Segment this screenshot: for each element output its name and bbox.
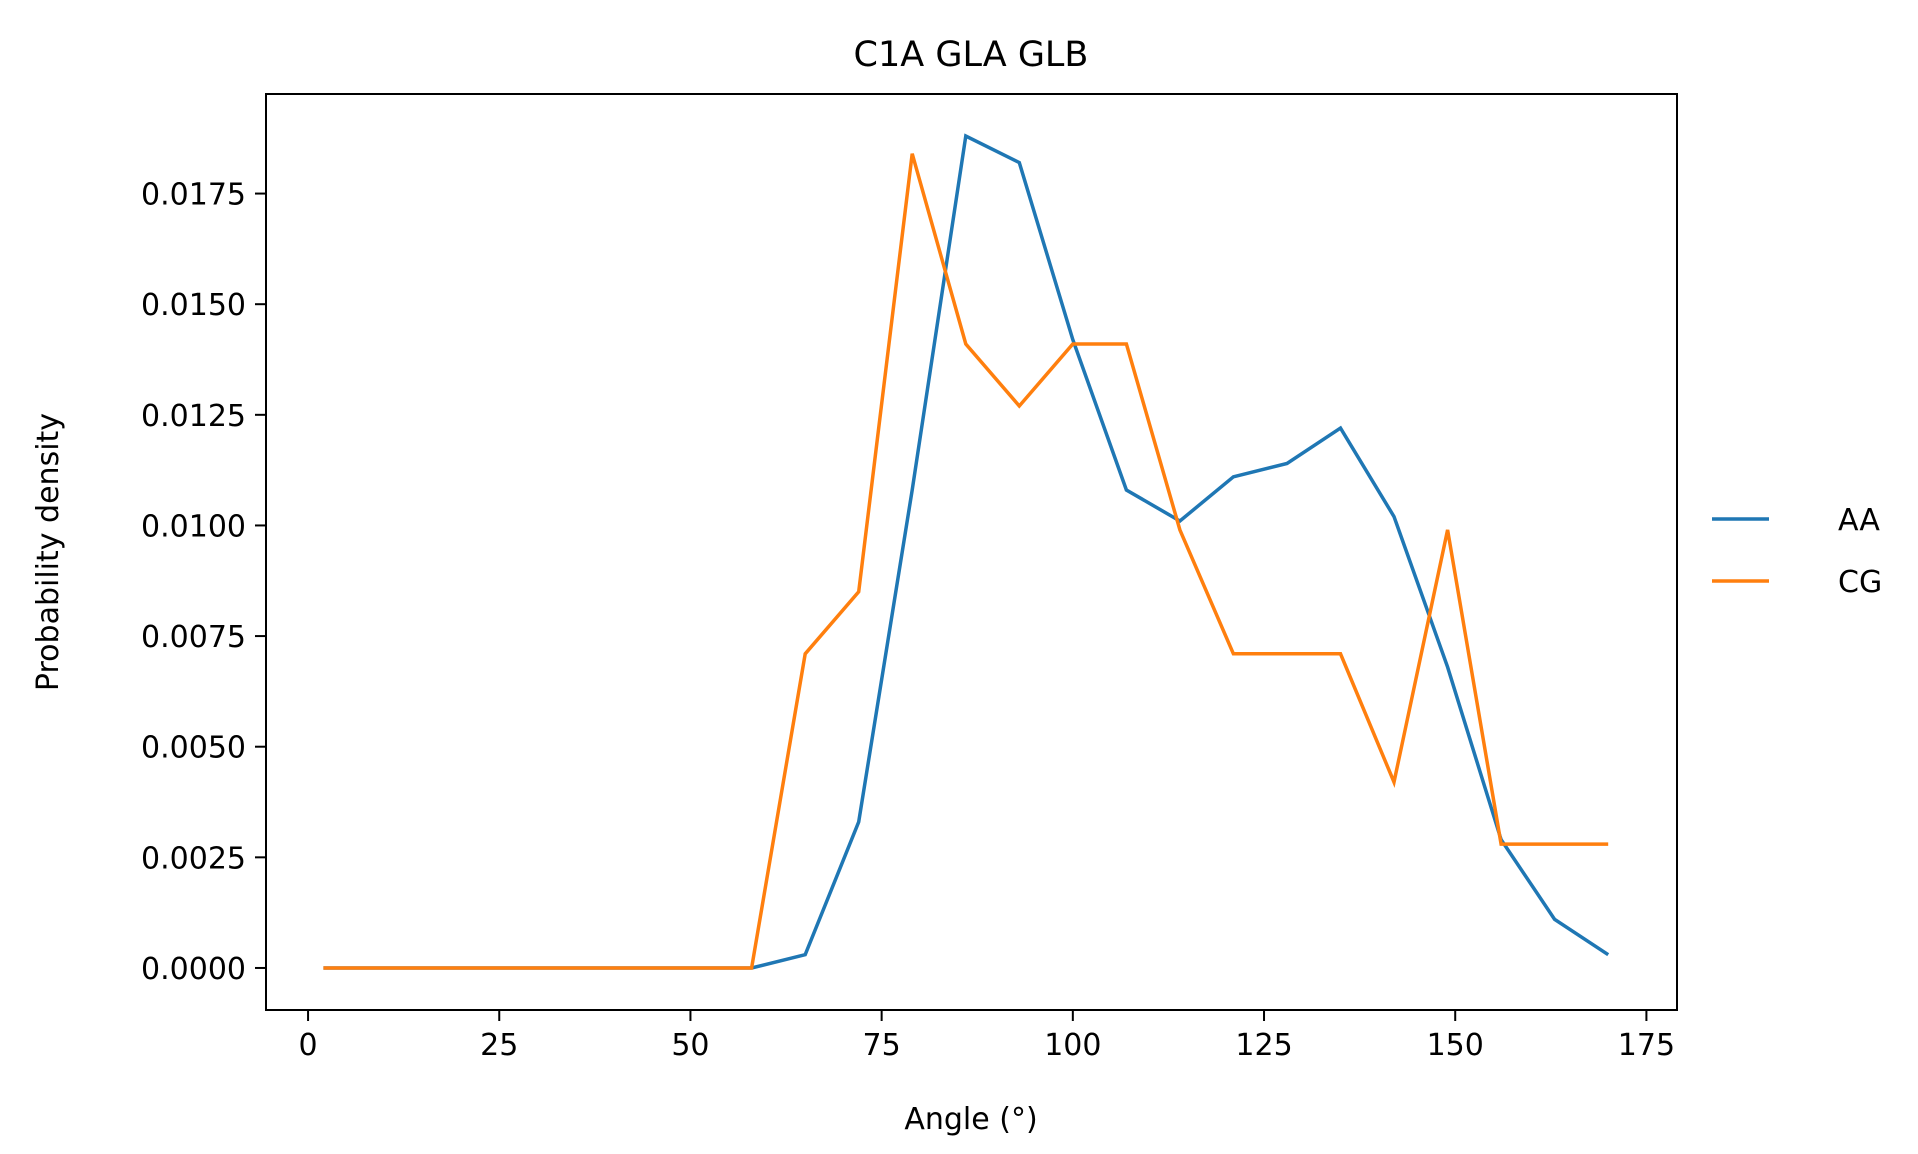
x-axis-label: Angle (°)	[904, 1102, 1037, 1137]
chart-title: C1A GLA GLB	[854, 35, 1089, 75]
y-tick-label: 0.0050	[141, 731, 246, 766]
series-line-cg	[323, 153, 1609, 970]
y-tick-label: 0.0075	[141, 620, 246, 655]
y-tick-label: 0.0100	[141, 509, 246, 544]
plot-area-frame	[265, 93, 1678, 1011]
x-tick-label: 150	[1427, 1028, 1484, 1063]
y-axis-label: Probability density	[31, 413, 66, 691]
y-tick-label: 0.0150	[141, 288, 246, 323]
x-tick-label: 175	[1618, 1028, 1675, 1063]
y-tick-label: 0.0000	[141, 952, 246, 987]
x-tick-label: 25	[480, 1028, 518, 1063]
x-tick-label: 125	[1235, 1028, 1292, 1063]
series-line-aa	[323, 133, 1610, 970]
legend-label-aa: AA	[1838, 503, 1880, 538]
x-tick-label: 0	[299, 1028, 318, 1063]
y-axis-ticks: 0.0000 0.0025 0.0050 0.0075 0.0100 0.0125 0.01…	[141, 178, 266, 987]
plot-lines	[323, 133, 1610, 970]
x-axis-ticks: 0 25 50 75 100 125 150 175	[299, 1010, 1675, 1063]
x-tick-label: 50	[671, 1028, 709, 1063]
legend: AA CG	[1712, 503, 1882, 600]
y-tick-label: 0.0025	[141, 841, 246, 876]
x-tick-label: 100	[1044, 1028, 1101, 1063]
y-tick-label: 0.0125	[141, 399, 246, 434]
x-tick-label: 75	[863, 1028, 901, 1063]
y-tick-label: 0.0175	[141, 178, 246, 213]
legend-label-cg: CG	[1838, 565, 1882, 600]
